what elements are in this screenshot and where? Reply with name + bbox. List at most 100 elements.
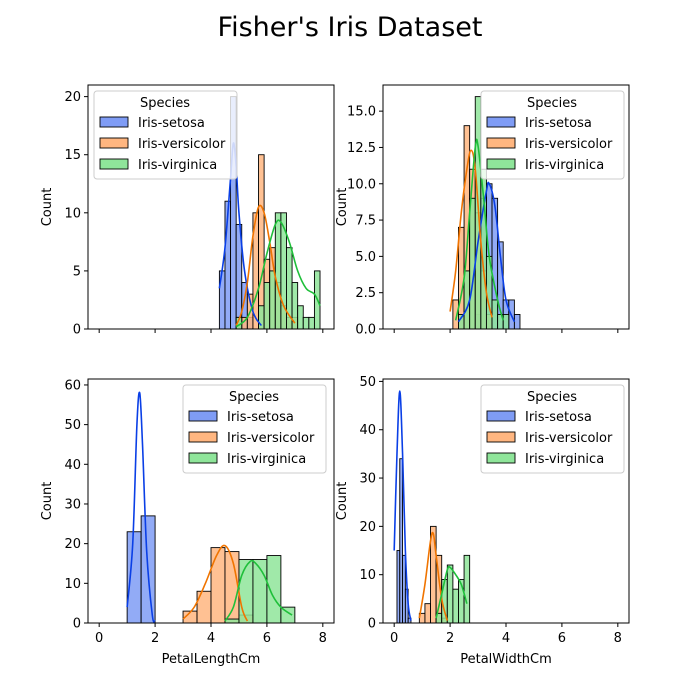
kde-line [435, 565, 468, 619]
legend-entry-label: Iris-versicolor [525, 137, 613, 152]
y-tick-label: 15 [64, 148, 81, 163]
histogram-bar [452, 588, 459, 623]
legend-title: Species [527, 96, 577, 111]
legend-swatch [486, 431, 516, 443]
histogram-bar [269, 270, 276, 329]
histogram-bar [224, 551, 240, 623]
legend-swatch [486, 137, 516, 149]
legend-swatch [486, 410, 516, 422]
y-tick-label: 40 [359, 423, 376, 438]
legend-entry-label: Iris-setosa [227, 410, 294, 425]
histogram-bar [297, 305, 304, 329]
legend: Species Iris-setosa Iris-versicolor Iris-vi… [182, 384, 327, 474]
y-axis-label: Count [335, 188, 350, 227]
y-tick-label: 20 [64, 90, 81, 105]
y-tick-label: 50 [359, 375, 376, 390]
histogram-bar [258, 154, 265, 329]
y-tick-label: 0 [73, 323, 81, 338]
y-axis-label: Count [335, 482, 350, 521]
y-tick-label: 30 [359, 472, 376, 487]
subplot-sepal-length: 0 5 10 15 20 Count Species Iris-setosa Iris-vers… [40, 84, 335, 338]
legend-swatch [188, 452, 218, 464]
x-tick-label: 0 [95, 631, 103, 646]
histogram-bar [308, 316, 315, 329]
legend-entry-label: Iris-setosa [525, 116, 592, 131]
legend-entry-label: Iris-versicolor [138, 137, 226, 152]
y-tick-label: 0.0 [355, 323, 376, 338]
legend-entry-label: Iris-setosa [525, 410, 592, 425]
kde-line [126, 391, 156, 623]
legend-swatch [99, 158, 129, 170]
x-tick-label: 8 [319, 631, 327, 646]
y-tick-label: 40 [64, 458, 81, 473]
figure-title: Fisher's Iris Dataset [218, 12, 483, 43]
subplot-petal-width: 0 2 4 6 8 0 10 20 30 40 50 Count PetalWidthCm Species… [335, 375, 630, 667]
x-tick-label: 6 [558, 631, 566, 646]
histogram-bar [263, 282, 271, 329]
legend-entry-label: Iris-virginica [525, 158, 604, 173]
legend-box [182, 384, 327, 474]
histogram-bar [224, 618, 240, 623]
legend-swatch [99, 137, 129, 149]
histogram-bar [235, 223, 243, 329]
legend-swatch [486, 116, 516, 128]
y-axis-label: Count [40, 188, 55, 227]
legend-swatch [188, 410, 218, 422]
legend-entry-label: Iris-virginica [525, 452, 604, 467]
kde-line [182, 544, 249, 622]
kde-line [457, 181, 516, 323]
x-tick-label: 0 [390, 631, 398, 646]
kde-line [224, 559, 293, 622]
y-tick-label: 2.5 [355, 286, 376, 301]
legend-entry-label: Iris-versicolor [227, 431, 315, 446]
histogram-bar [513, 314, 521, 329]
histogram-bar [491, 299, 499, 329]
kde-line [449, 149, 493, 318]
kde-line [393, 390, 412, 621]
plot-area [218, 96, 321, 329]
y-tick-label: 5 [73, 264, 81, 279]
legend-entry-label: Iris-versicolor [525, 431, 613, 446]
legend: Species Iris-setosa Iris-versicolor Iris-vi… [480, 90, 625, 180]
histogram-bar [302, 316, 310, 329]
histogram-bar [424, 603, 431, 623]
histogram-bar [502, 314, 510, 329]
x-tick-label: 4 [502, 631, 510, 646]
x-tick-label: 8 [614, 631, 622, 646]
plot-area [126, 391, 296, 623]
legend-swatch [486, 158, 516, 170]
kde-line [418, 531, 449, 621]
y-axis-label: Count [40, 482, 55, 521]
x-axis-label: PetalWidthCm [460, 652, 552, 667]
legend-title: Species [140, 96, 190, 111]
legend-box [480, 90, 625, 180]
legend-entry-label: Iris-setosa [138, 116, 205, 131]
x-tick-label: 2 [151, 631, 159, 646]
x-tick-label: 4 [207, 631, 215, 646]
legend: Species Iris-setosa Iris-versicolor Iris-vi… [93, 90, 238, 180]
legend-entry-label: Iris-virginica [227, 452, 306, 467]
y-tick-label: 50 [64, 418, 81, 433]
subplot-petal-length: 0 2 4 6 8 0 10 20 30 40 50 60 Count PetalLengthCm Spec… [40, 378, 335, 667]
x-axis-label: PetalLengthCm [162, 652, 261, 667]
legend: Species Iris-setosa Iris-versicolor Iris-vi… [480, 384, 625, 474]
plot-area [449, 96, 521, 329]
histogram-bar [266, 555, 282, 623]
y-tick-label: 15.0 [347, 105, 376, 120]
x-tick-label: 6 [263, 631, 271, 646]
legend-swatch [486, 452, 516, 464]
y-tick-label: 0 [73, 617, 81, 632]
y-tick-label: 7.5 [355, 214, 376, 229]
legend-box [93, 90, 238, 180]
y-tick-label: 0 [368, 617, 376, 632]
subplot-sepal-width: 0.0 2.5 5.0 7.5 10.0 12.5 15.0 Count Species Iris… [335, 84, 630, 338]
kde-line [235, 204, 296, 326]
y-tick-label: 12.5 [347, 141, 376, 156]
histogram-bar [274, 212, 282, 329]
y-tick-label: 20 [359, 520, 376, 535]
y-tick-label: 5.0 [355, 250, 376, 265]
histogram-bar [399, 458, 404, 623]
legend-box [480, 384, 625, 474]
legend-swatch [99, 116, 129, 128]
